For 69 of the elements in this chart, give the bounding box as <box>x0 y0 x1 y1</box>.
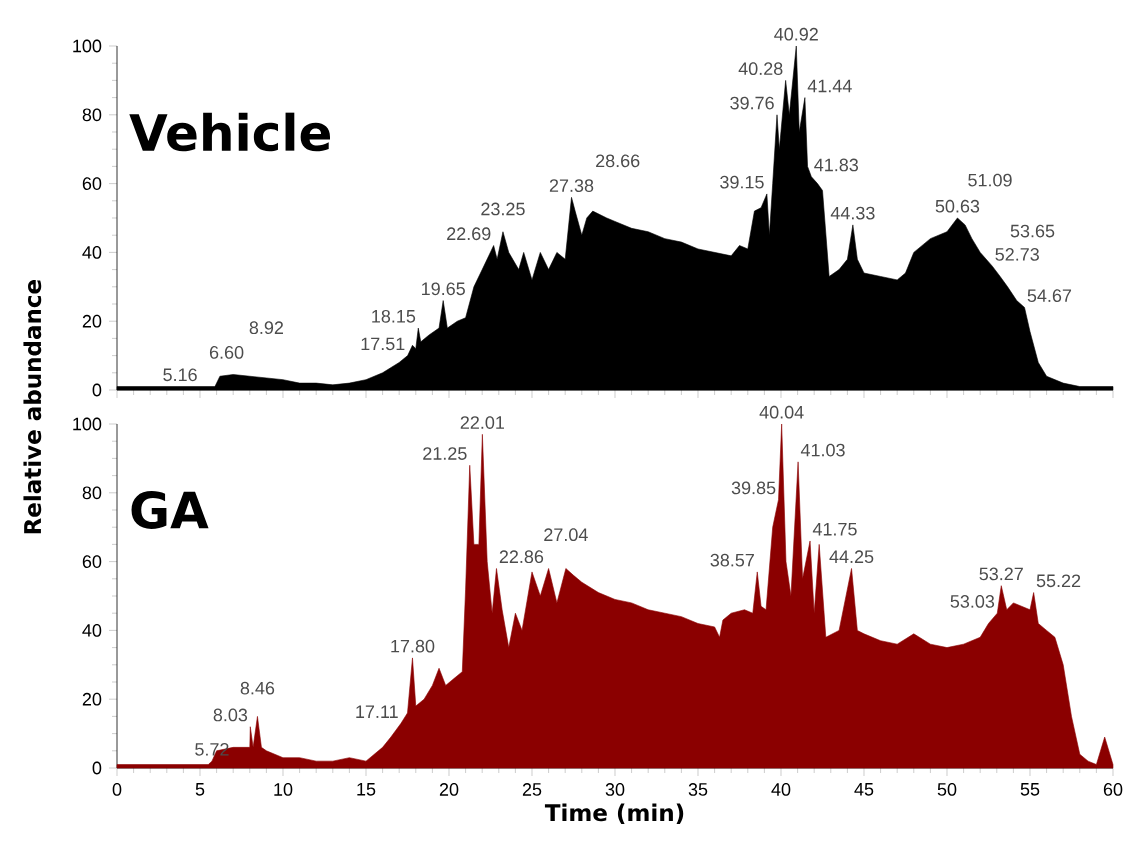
annotation: 5.16 <box>163 368 197 382</box>
annotation: 41.03 <box>800 443 845 457</box>
annotation: 44.33 <box>830 206 875 220</box>
annotation: 53.03 <box>950 595 995 608</box>
annotation: 39.15 <box>720 175 764 189</box>
text: Vehicle <box>129 112 330 152</box>
annotation: 17.51 <box>361 337 405 351</box>
annotation: 22.69 <box>447 227 491 241</box>
x-axis-title: Time (min) <box>544 803 684 825</box>
annotation: 39.85 <box>731 481 776 495</box>
x-tick-label: 55 <box>1020 783 1040 796</box>
x-tick-label: 50 <box>937 783 957 796</box>
y-tick-label: 100 <box>73 39 102 53</box>
annotation: 27.38 <box>549 179 594 192</box>
y-tick-label: 20 <box>82 692 102 706</box>
annotation: 50.63 <box>935 199 980 213</box>
annotation: 41.75 <box>812 523 857 536</box>
y-tick-label: 20 <box>82 314 102 328</box>
annotation: 54.67 <box>1027 289 1072 303</box>
annotation: 41.83 <box>814 158 859 172</box>
annotation: 41.44 <box>807 79 852 93</box>
x-tick-label: 10 <box>274 783 293 796</box>
annotation: 44.25 <box>829 550 874 564</box>
annotation: 8.03 <box>213 708 248 722</box>
annotation: 39.76 <box>730 96 774 110</box>
x-tick-label: 20 <box>439 783 459 796</box>
annotation: 17.11 <box>356 705 398 718</box>
x-tick-label: 15 <box>357 783 376 796</box>
annotation: 8.92 <box>249 321 283 335</box>
annotation: 40.04 <box>759 405 804 419</box>
y-tick-label: 100 <box>73 417 102 431</box>
annotation: 52.73 <box>995 248 1039 261</box>
annotation: 21.25 <box>423 447 467 460</box>
x-tick-label: 25 <box>522 783 542 796</box>
y-tick-label: 60 <box>82 177 102 190</box>
annotation: 23.25 <box>481 202 525 216</box>
annotation: 18.15 <box>372 309 416 323</box>
x-tick-label: 5 <box>195 783 205 796</box>
annotation: 8.46 <box>240 681 275 695</box>
x-tick-label: 35 <box>688 783 708 796</box>
x-tick-label: 0 <box>112 783 122 796</box>
annotation: 53.65 <box>1010 224 1055 238</box>
y-tick-label: 60 <box>82 555 102 568</box>
annotation: 40.92 <box>774 27 818 41</box>
annotation: 40.28 <box>738 62 783 76</box>
annotation: 28.66 <box>596 154 640 168</box>
annotation: 19.65 <box>422 282 465 296</box>
x-tick-label: 40 <box>771 783 791 796</box>
annotation: 53.27 <box>979 567 1023 581</box>
annotation: 38.57 <box>710 553 754 567</box>
annotation: 51.09 <box>968 173 1012 187</box>
annotation: 17.80 <box>391 639 435 653</box>
annotation: 27.04 <box>544 528 588 542</box>
annotation: 5.72 <box>195 742 229 756</box>
text: GA <box>131 491 209 529</box>
y-tick-label: 40 <box>82 624 102 637</box>
y-tick-label: 40 <box>82 246 102 259</box>
x-tick-label: 45 <box>854 783 874 796</box>
y-tick-label: 80 <box>82 486 102 500</box>
annotation: 6.60 <box>209 346 244 359</box>
annotation: 22.86 <box>499 550 544 564</box>
y-tick-label: 0 <box>92 761 102 775</box>
annotation: 55.22 <box>1036 574 1081 588</box>
y-tick-label: 0 <box>92 383 102 397</box>
x-tick-label: 60 <box>1103 783 1123 796</box>
x-tick-label: 30 <box>605 783 625 796</box>
y-axis-title: Relative abundance <box>23 280 42 534</box>
y-tick-label: 80 <box>82 108 102 122</box>
annotation: 22.01 <box>460 416 504 429</box>
